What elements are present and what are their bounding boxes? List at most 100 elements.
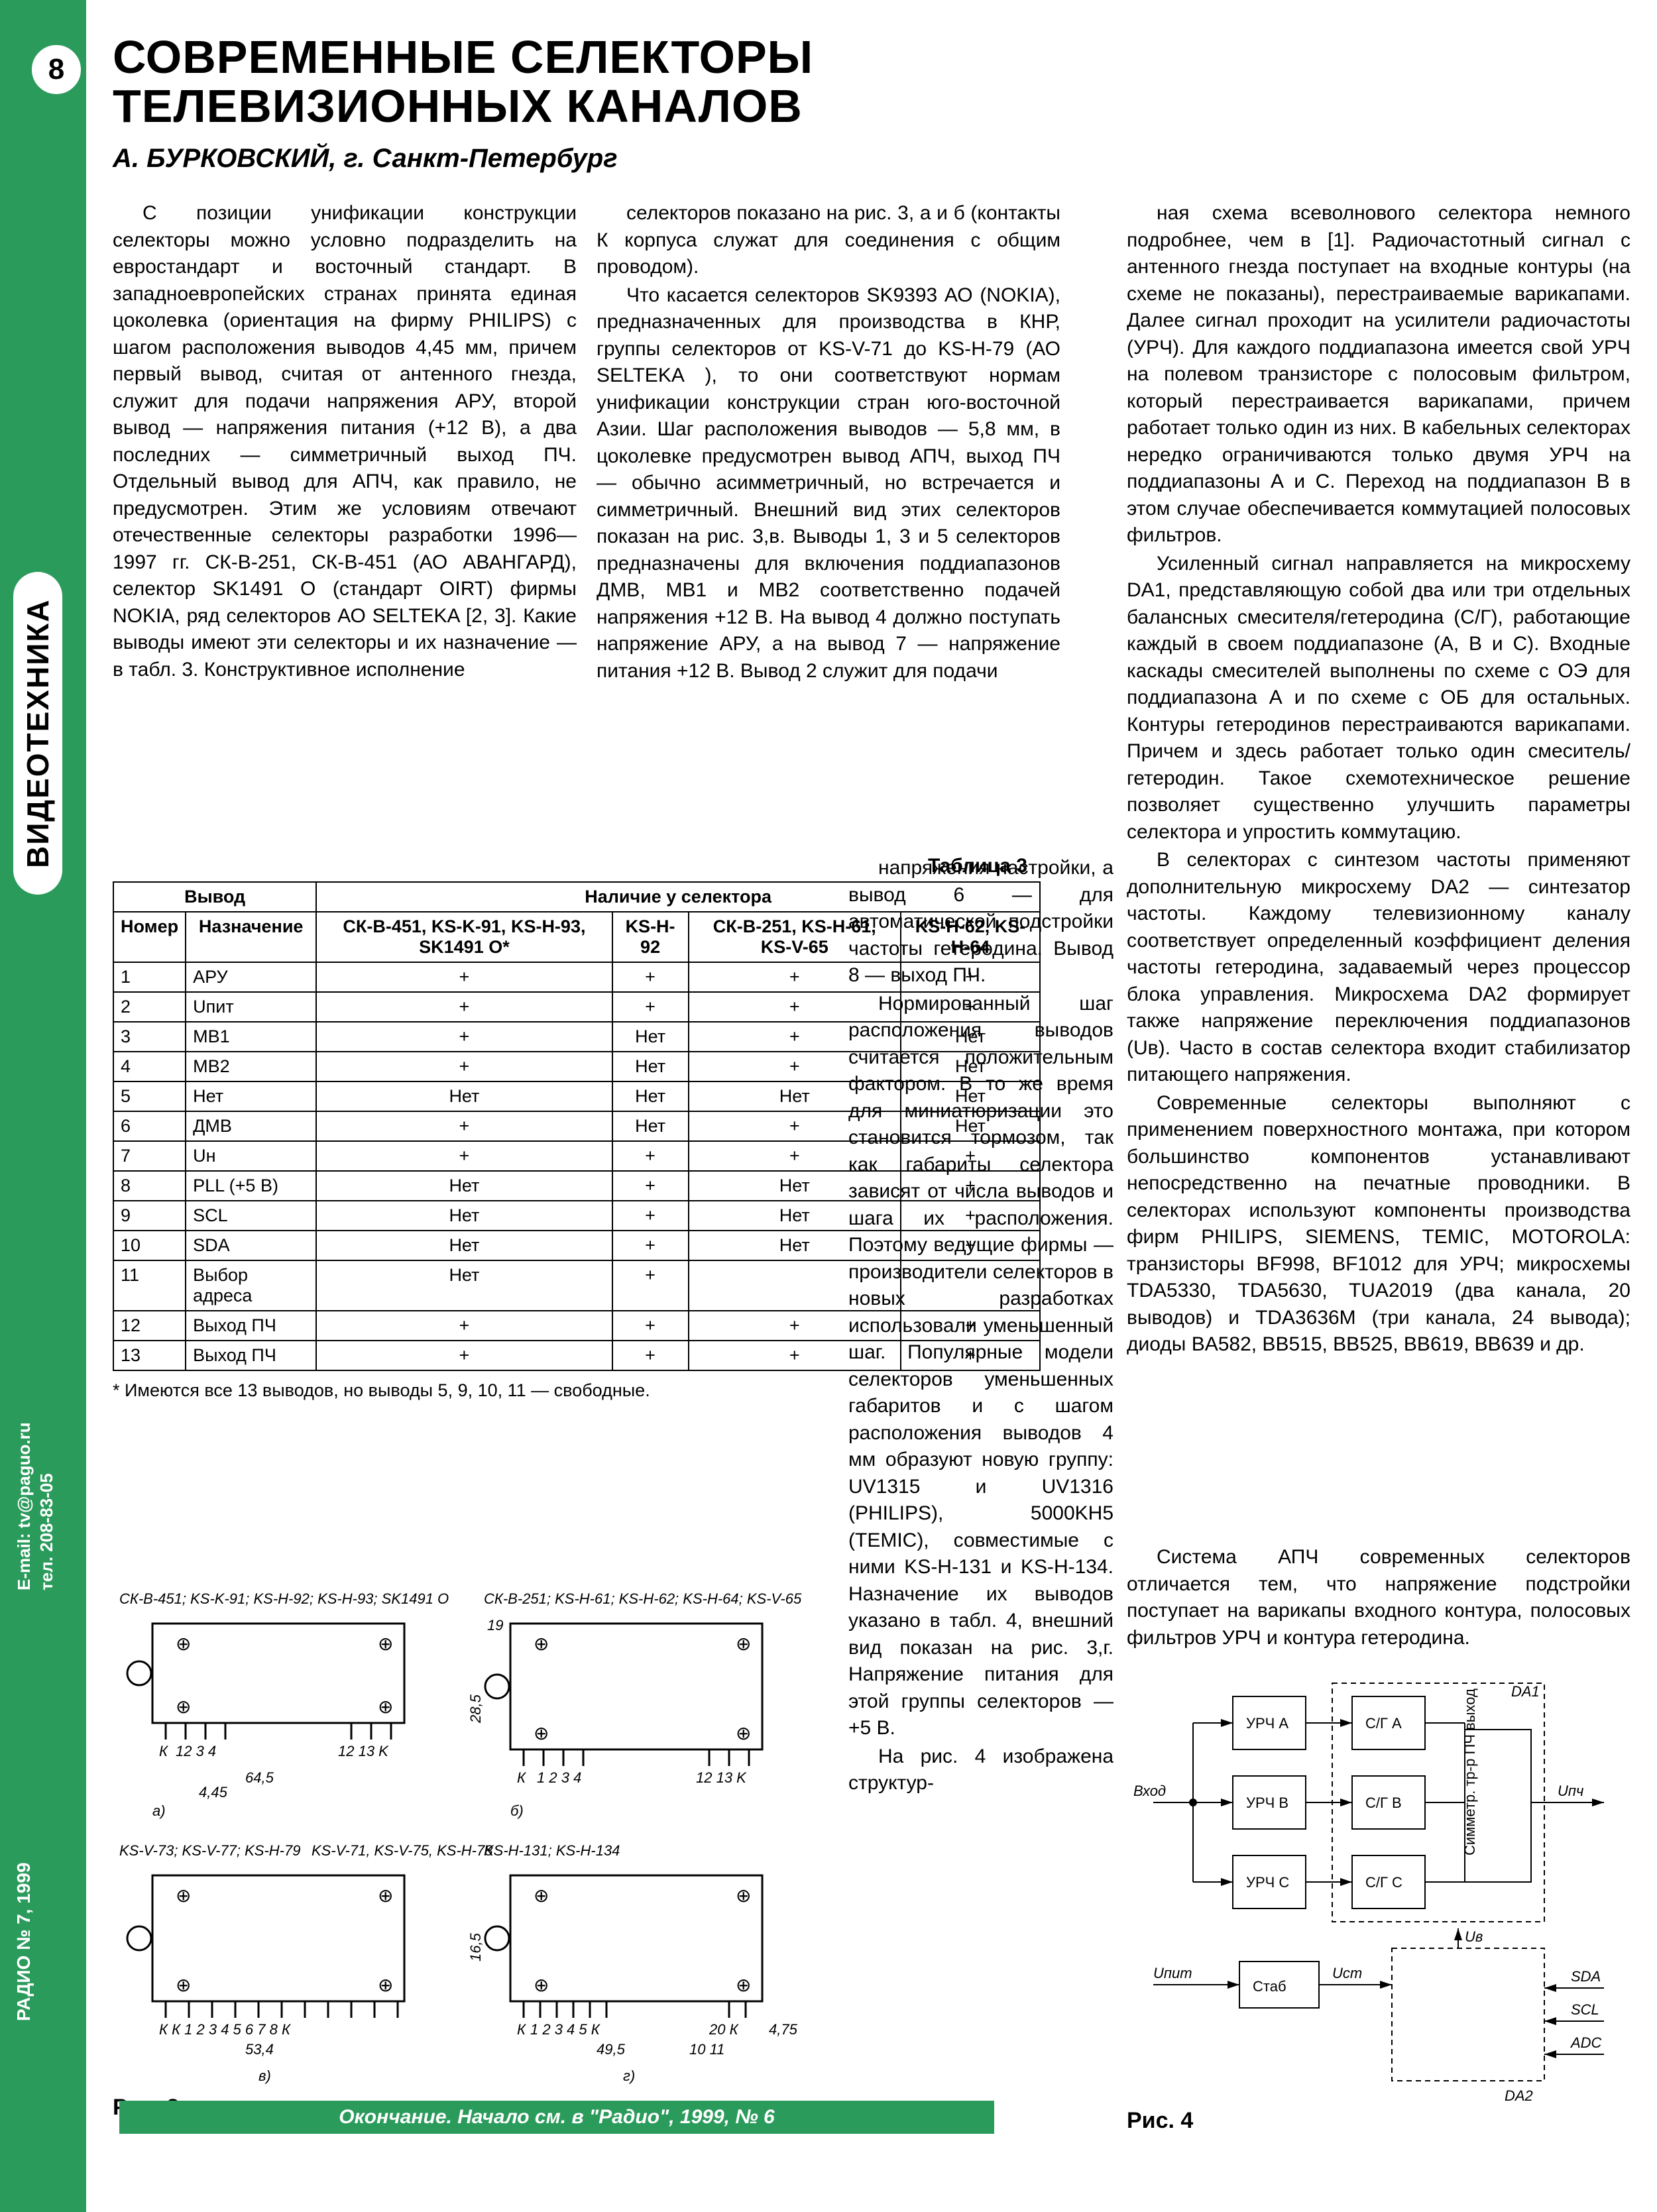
contact-info: E-mail: tv@paguo.ru тел. 208-83-05	[13, 1422, 58, 1590]
table-cell: 7	[113, 1141, 186, 1171]
table-cell: +	[316, 1311, 612, 1341]
svg-text:12 13 K: 12 13 K	[338, 1743, 389, 1759]
table-cell: 6	[113, 1111, 186, 1141]
table-cell: 9	[113, 1201, 186, 1231]
column-3: ная схема всеволнового селектора немного…	[1127, 200, 1630, 1360]
col3-lower-p: Система АПЧ современных селекторов отлич…	[1127, 1544, 1630, 1651]
mid-p1: напряжения настройки, а вывод 6 — для ав…	[848, 855, 1114, 989]
svg-text:SDA: SDA	[1571, 1968, 1601, 1985]
table-cell: Выход ПЧ	[186, 1311, 316, 1341]
svg-text:⊕: ⊕	[736, 1885, 751, 1906]
table-cell: 10	[113, 1231, 186, 1260]
table-cell: +	[612, 962, 689, 992]
table-cell: 11	[113, 1260, 186, 1311]
table-cell: 3	[113, 1022, 186, 1052]
svg-text:СК-В-451; KS-K-91; KS-H-92; KS: СК-В-451; KS-K-91; KS-H-92; KS-H-93; SK1…	[119, 1590, 449, 1607]
table-cell: SCL	[186, 1201, 316, 1231]
figure-3-svg: СК-В-451; KS-K-91; KS-H-92; KS-H-93; SK1…	[113, 1590, 842, 2121]
table-cell: Выбор адреса	[186, 1260, 316, 1311]
col3-p3: В селекторах с синтезом частоты применяю…	[1127, 847, 1630, 1089]
table-cell: Нет	[316, 1171, 612, 1201]
table-cell: ДМВ	[186, 1111, 316, 1141]
continuation-banner: Окончание. Начало см. в "Радио", 1999, №…	[119, 2101, 994, 2134]
figure-4: DA1 УРЧ A УРЧ B УРЧ C С/Г A С/Г B С/Г C …	[1127, 1677, 1630, 2127]
svg-text:KS-V-71, KS-V-75, KS-H-78: KS-V-71, KS-V-75, KS-H-78	[312, 1842, 493, 1859]
th-pin: Вывод	[113, 882, 316, 912]
table-cell: +	[612, 1201, 689, 1231]
article-title: СОВРЕМЕННЫЕ СЕЛЕКТОРЫ ТЕЛЕВИЗИОННЫХ КАНА…	[113, 33, 1007, 131]
table-cell: +	[316, 1022, 612, 1052]
issue-label: РАДИО № 7, 1999	[13, 1862, 34, 2021]
table-cell: +	[316, 992, 612, 1022]
svg-text:СК-В-251; KS-H-61; KS-H-62; KS: СК-В-251; KS-H-61; KS-H-62; KS-H-64; KS-…	[484, 1590, 802, 1607]
table-cell: SDA	[186, 1231, 316, 1260]
table-cell: Нет	[316, 1260, 612, 1311]
svg-text:DA1: DA1	[1511, 1683, 1540, 1700]
table-cell: 2	[113, 992, 186, 1022]
table-cell: +	[612, 1231, 689, 1260]
title-line-2: ТЕЛЕВИЗИОННЫХ КАНАЛОВ	[113, 80, 803, 132]
svg-text:16,5: 16,5	[467, 1932, 484, 1962]
th-sel2: KS-H-92	[612, 912, 689, 962]
svg-text:1 2 3 4: 1 2 3 4	[537, 1769, 581, 1786]
decorative-dots	[81, 113, 84, 1173]
svg-text:64,5: 64,5	[245, 1769, 274, 1786]
svg-text:53,4: 53,4	[245, 2041, 274, 2058]
svg-text:Симметр. тр-р ПЧ выход: Симметр. тр-р ПЧ выход	[1461, 1688, 1478, 1855]
table-cell: 12	[113, 1311, 186, 1341]
table-cell: Uпит	[186, 992, 316, 1022]
table-cell: +	[612, 1260, 689, 1311]
table-cell: +	[612, 1341, 689, 1370]
table-cell: +	[612, 1171, 689, 1201]
svg-text:К: К	[517, 2021, 526, 2038]
svg-text:12 3 4: 12 3 4	[176, 1743, 216, 1759]
svg-text:⊕: ⊕	[176, 1975, 191, 1995]
text-columns: С позиции унификации конструкции селекто…	[113, 200, 1644, 686]
table-cell: +	[612, 1141, 689, 1171]
svg-text:⊕: ⊕	[378, 1696, 393, 1717]
table-cell: АРУ	[186, 962, 316, 992]
table-cell: +	[612, 992, 689, 1022]
svg-text:⊕: ⊕	[534, 1633, 549, 1654]
table-cell: 4	[113, 1052, 186, 1081]
page-number: 8	[30, 43, 83, 96]
svg-text:28,5: 28,5	[467, 1694, 484, 1724]
table-cell: Нет	[612, 1081, 689, 1111]
table-cell: +	[316, 962, 612, 992]
table-cell: 1	[113, 962, 186, 992]
table-cell: Нет	[186, 1081, 316, 1111]
page-number-value: 8	[48, 53, 64, 86]
figure-3: СК-В-451; KS-K-91; KS-H-92; KS-H-93; SK1…	[113, 1590, 842, 2121]
svg-text:в): в)	[258, 2068, 271, 2084]
table-cell: Нет	[612, 1111, 689, 1141]
col3-p2: Усиленный сигнал направляется на микросх…	[1127, 551, 1630, 846]
svg-text:ADC: ADC	[1570, 2034, 1602, 2051]
svg-text:⊕: ⊕	[378, 1633, 393, 1654]
table-cell: +	[316, 1141, 612, 1171]
table-cell: Uн	[186, 1141, 316, 1171]
table-cell: 8	[113, 1171, 186, 1201]
table-cell: Выход ПЧ	[186, 1341, 316, 1370]
svg-text:К: К	[517, 1769, 526, 1786]
svg-text:а): а)	[152, 1802, 166, 1819]
contact-tel: тел. 208-83-05	[36, 1473, 56, 1590]
svg-text:⊕: ⊕	[534, 1885, 549, 1906]
svg-text:⊕: ⊕	[736, 1633, 751, 1654]
svg-text:Uпч: Uпч	[1558, 1783, 1583, 1799]
page-content: СОВРЕМЕННЫЕ СЕЛЕКТОРЫ ТЕЛЕВИЗИОННЫХ КАНА…	[113, 33, 1644, 686]
figure-4-label: Рис. 4	[1127, 2108, 1193, 2134]
svg-text:⊕: ⊕	[736, 1723, 751, 1743]
table-cell: 5	[113, 1081, 186, 1111]
th-purpose: Назначение	[186, 912, 316, 962]
svg-text:УРЧ A: УРЧ A	[1246, 1715, 1288, 1732]
svg-text:⊕: ⊕	[176, 1696, 191, 1717]
th-num: Номер	[113, 912, 186, 962]
svg-text:К: К	[159, 1743, 168, 1759]
svg-text:10 11: 10 11	[689, 2041, 724, 2058]
col3-p1: ная схема всеволнового селектора немного…	[1127, 200, 1630, 549]
middle-column: напряжения настройки, а вывод 6 — для ав…	[848, 855, 1114, 1798]
col3-p4: Современные селекторы выполняют с примен…	[1127, 1090, 1630, 1358]
svg-text:⊕: ⊕	[176, 1885, 191, 1906]
svg-text:г): г)	[623, 2068, 635, 2084]
svg-text:⊕: ⊕	[534, 1723, 549, 1743]
